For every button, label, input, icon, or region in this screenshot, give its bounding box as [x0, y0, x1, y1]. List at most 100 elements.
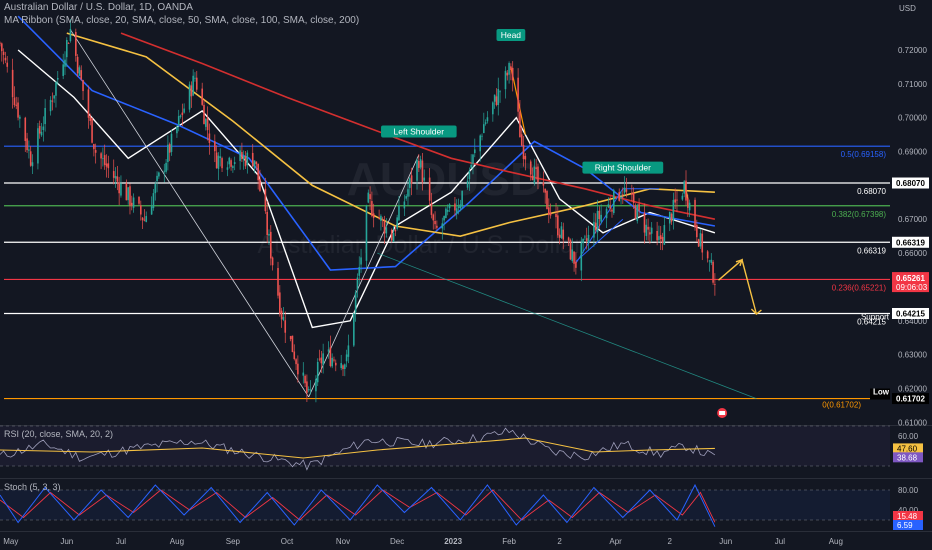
- candle: [697, 238, 700, 247]
- candle-body: [226, 167, 229, 170]
- candle-body: [430, 202, 433, 215]
- price-tick-label: 0.72000: [898, 46, 927, 55]
- candle-body: [244, 155, 247, 167]
- candle-body: [708, 260, 711, 262]
- candle: [93, 143, 95, 157]
- candle-body: [345, 354, 348, 362]
- candle-body: [520, 134, 523, 146]
- candle-body: [167, 144, 169, 163]
- candle: [94, 143, 97, 164]
- candle-body: [714, 284, 716, 286]
- candle-body: [356, 277, 359, 290]
- candle-body: [150, 206, 153, 215]
- candle: [699, 228, 702, 249]
- candle: [167, 135, 169, 171]
- candle-body: [11, 69, 14, 98]
- candle-body: [232, 166, 234, 168]
- candle: [405, 194, 407, 201]
- candle: [277, 261, 279, 299]
- candle-body: [495, 96, 498, 105]
- time-tick-label: Jul: [775, 537, 785, 546]
- candle: [0, 41, 1, 47]
- candle: [410, 167, 413, 196]
- price-tick-label: 0.62000: [898, 384, 927, 393]
- candle-body: [253, 160, 256, 168]
- candle-body: [125, 183, 128, 201]
- candle-body: [251, 152, 254, 167]
- candle: [683, 180, 685, 198]
- candle: [656, 221, 658, 246]
- candle: [605, 206, 608, 229]
- candle-body: [625, 189, 628, 192]
- indicator-legend: MA Ribbon (SMA, close, 20, SMA, close, 5…: [4, 15, 360, 26]
- candle-body: [289, 336, 292, 340]
- candle-body: [479, 135, 482, 152]
- candle-body: [436, 225, 438, 228]
- time-tick-label: Jun: [60, 537, 73, 546]
- candle: [307, 386, 310, 393]
- candle: [306, 374, 308, 403]
- candle: [701, 230, 704, 261]
- candle-body: [129, 186, 131, 206]
- candle-body: [517, 77, 519, 112]
- price-tag-bg: [892, 307, 929, 319]
- candle: [31, 154, 34, 174]
- candle-body: [219, 156, 222, 159]
- price-tick-label: 0.66000: [898, 249, 927, 258]
- candle: [226, 161, 229, 177]
- candle-body: [183, 108, 185, 113]
- candle-body: [676, 199, 678, 201]
- candle: [466, 175, 469, 190]
- time-tick-label: Dec: [390, 537, 404, 546]
- candle-body: [327, 349, 330, 352]
- candle-body: [582, 238, 584, 244]
- rsi-pane: [0, 425, 890, 471]
- candle: [194, 72, 196, 82]
- time-tick-label: Aug: [170, 537, 184, 546]
- pattern-label-text: Head: [501, 30, 522, 40]
- candle-body: [279, 292, 281, 314]
- candle-body: [42, 126, 45, 131]
- candle: [360, 248, 362, 273]
- candle: [681, 192, 684, 201]
- candle-body: [318, 358, 321, 360]
- candle: [138, 196, 140, 206]
- candle: [49, 96, 52, 116]
- candle: [634, 203, 637, 220]
- candle: [322, 343, 324, 374]
- horizontal-levels: 0.5(0.69158) 0.68070 0.382(0.67398) 0.66319…: [4, 145, 890, 410]
- candle-body: [67, 43, 70, 44]
- candle-body: [132, 197, 135, 208]
- rsi-value-tag: 47.60: [893, 443, 923, 454]
- candle: [259, 169, 261, 192]
- candle-body: [622, 194, 624, 196]
- candle-body: [304, 375, 306, 384]
- candle-body: [618, 192, 621, 201]
- candle-body: [573, 251, 575, 264]
- candle-body: [156, 175, 158, 182]
- candle: [511, 61, 514, 92]
- candle: [112, 159, 115, 185]
- candle-body: [598, 210, 601, 220]
- candle-body: [315, 378, 317, 392]
- candle: [1, 42, 3, 62]
- candle: [394, 225, 397, 237]
- price-tick-label: 0.63000: [898, 351, 927, 360]
- candle-body: [87, 89, 90, 118]
- candle: [419, 155, 422, 170]
- candle-body: [696, 224, 698, 238]
- price-tag-bg: [892, 393, 929, 405]
- candle-body: [53, 95, 55, 99]
- candle-body: [242, 155, 245, 160]
- level-label: 0.68070: [857, 187, 886, 196]
- candle-body: [650, 227, 653, 234]
- candle: [120, 175, 122, 198]
- candle-body: [499, 91, 501, 93]
- time-tick-label: Jun: [719, 537, 732, 546]
- time-tick-label: Nov: [336, 537, 350, 546]
- candle-body: [154, 184, 157, 194]
- candle: [428, 168, 431, 206]
- candle: [266, 201, 268, 244]
